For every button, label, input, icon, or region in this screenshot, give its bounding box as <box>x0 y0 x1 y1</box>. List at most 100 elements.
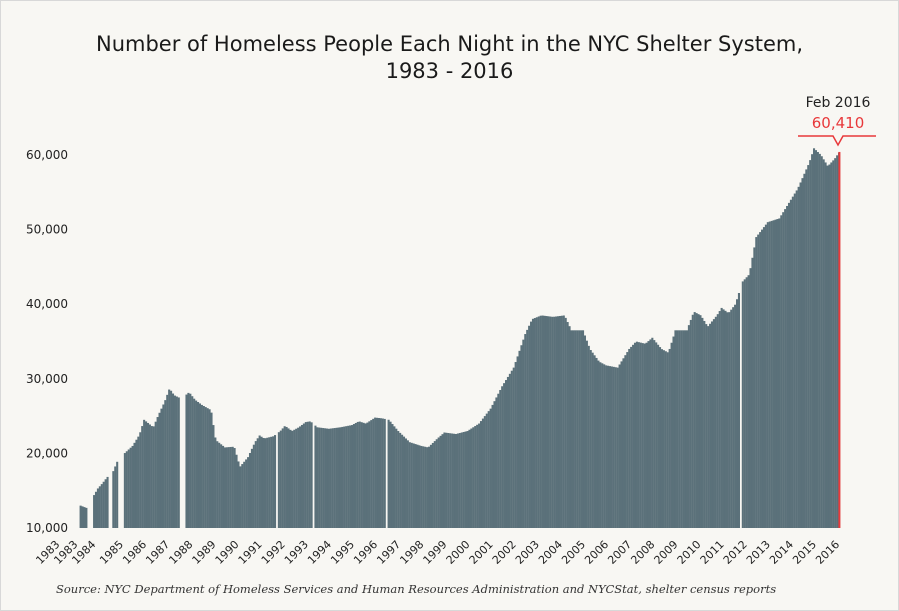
bar <box>252 444 255 528</box>
bar <box>710 321 714 528</box>
bar <box>171 393 175 528</box>
bar <box>329 428 332 528</box>
y-tick-label: 50,000 <box>26 223 68 237</box>
x-tick-label: 1992 <box>259 538 288 567</box>
bar <box>514 362 517 528</box>
bar <box>597 360 600 528</box>
bar <box>697 314 700 528</box>
bar <box>653 340 656 528</box>
bar <box>339 427 342 528</box>
bar <box>431 442 434 528</box>
bar <box>318 427 321 528</box>
bar <box>687 325 690 528</box>
bar <box>541 315 544 528</box>
bar <box>247 457 250 528</box>
bar <box>603 364 606 528</box>
bar <box>264 438 267 528</box>
bar <box>743 279 746 528</box>
bar <box>460 432 463 528</box>
bar <box>408 442 411 528</box>
bar <box>660 349 663 528</box>
bar <box>510 370 513 528</box>
bar <box>116 461 119 528</box>
x-tick-label: 2007 <box>605 538 634 567</box>
y-axis: 60,000 50,000 40,000 30,000 20,000 10,000 <box>26 148 68 535</box>
x-tick-label: 1990 <box>213 538 242 567</box>
bar <box>85 507 88 528</box>
bar <box>533 318 536 528</box>
bar <box>143 419 146 528</box>
bar <box>162 404 165 528</box>
bar <box>828 164 831 528</box>
bar <box>241 464 244 528</box>
bar <box>724 310 727 528</box>
bar <box>766 222 769 528</box>
bar <box>564 317 567 528</box>
bar <box>487 411 490 528</box>
bar <box>734 304 737 528</box>
bar <box>146 422 150 528</box>
bar <box>81 506 84 528</box>
bar <box>304 422 307 528</box>
bar <box>324 428 327 528</box>
bar <box>322 428 325 528</box>
y-tick-label: 30,000 <box>26 372 68 386</box>
y-tick-label: 40,000 <box>26 297 68 311</box>
bar <box>749 268 752 528</box>
bar <box>699 315 702 528</box>
bar <box>447 433 450 528</box>
bar <box>772 220 775 528</box>
bar <box>112 471 115 528</box>
bar <box>391 424 394 528</box>
x-tick-label: 2015 <box>790 538 819 567</box>
bar <box>374 417 377 528</box>
bar <box>782 212 785 528</box>
bar <box>295 428 298 528</box>
bar <box>608 366 612 528</box>
bar <box>227 447 230 528</box>
bar <box>618 364 621 528</box>
x-tick-label: 2000 <box>444 538 473 567</box>
bar <box>574 330 577 528</box>
bar <box>231 446 234 528</box>
bar <box>582 330 585 528</box>
bar <box>152 426 155 528</box>
bar <box>728 312 731 528</box>
bar <box>485 413 488 528</box>
bar <box>437 437 440 528</box>
bar <box>139 432 142 528</box>
bar <box>327 428 330 528</box>
bar <box>245 459 248 528</box>
x-tick-label: 2004 <box>536 538 565 567</box>
x-tick-label: 2013 <box>744 538 773 567</box>
chart-title-line2: 1983 - 2016 <box>385 59 514 83</box>
bar <box>102 481 105 528</box>
bar <box>454 434 458 528</box>
bar <box>824 162 827 528</box>
bar <box>316 427 319 528</box>
bar <box>368 421 371 528</box>
bar <box>762 227 766 529</box>
annotation-date: Feb 2016 <box>806 95 871 111</box>
bar <box>123 453 126 528</box>
bar <box>666 352 669 528</box>
x-tick-label: 1999 <box>421 538 450 567</box>
bar <box>476 424 479 528</box>
bar <box>185 394 188 528</box>
bar <box>114 466 117 528</box>
bar <box>133 442 136 528</box>
y-tick-label: 60,000 <box>26 148 68 162</box>
bar <box>516 356 519 528</box>
bar <box>789 199 792 528</box>
annotation-value: 60,410 <box>812 114 865 132</box>
bar <box>678 330 681 528</box>
bar <box>428 446 431 528</box>
bar <box>505 380 508 528</box>
bar <box>726 312 729 528</box>
bar <box>832 160 835 528</box>
bar <box>156 417 159 528</box>
bar <box>741 281 744 528</box>
bar <box>222 445 225 528</box>
bar <box>218 442 221 528</box>
x-tick-label: 1993 <box>282 538 311 567</box>
